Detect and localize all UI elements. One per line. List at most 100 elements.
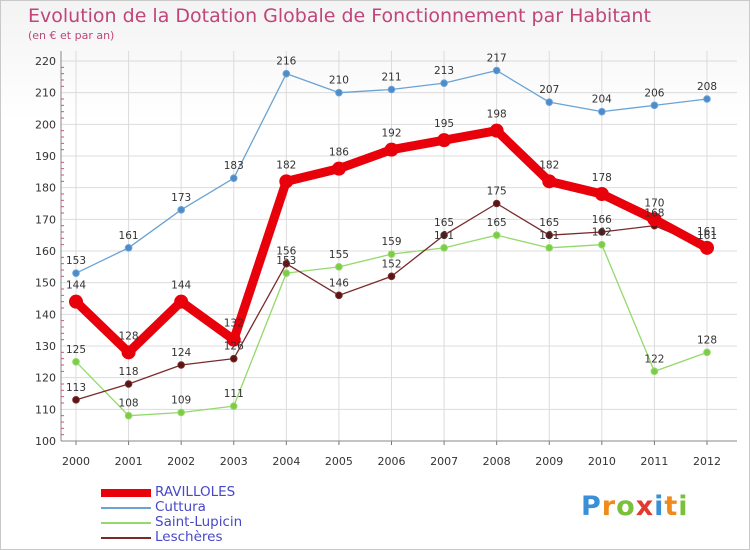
data-label-saint-lupicin: 153	[276, 255, 296, 267]
data-point-ravilloles	[279, 174, 294, 189]
legend-swatch	[101, 489, 151, 497]
data-label-cuttura: 211	[381, 72, 401, 84]
logo-letter: t	[664, 491, 679, 522]
data-label-lescheres: 156	[276, 246, 296, 258]
data-label-cuttura: 206	[644, 87, 664, 99]
data-label-ravilloles: 178	[592, 172, 612, 184]
data-label-cuttura: 217	[487, 53, 507, 65]
data-label-cuttura: 204	[592, 94, 612, 106]
y-tick-label: 150	[35, 277, 56, 290]
data-label-saint-lupicin: 122	[644, 353, 664, 365]
data-point-lescheres	[492, 199, 501, 208]
data-label-saint-lupicin: 159	[381, 236, 401, 248]
y-tick-label: 210	[35, 87, 56, 100]
data-point-saint-lupicin	[703, 348, 711, 357]
x-tick-label: 2011	[640, 455, 668, 468]
data-label-cuttura: 207	[539, 84, 559, 96]
data-point-ravilloles	[542, 174, 557, 189]
data-label-saint-lupicin: 162	[592, 227, 612, 239]
y-tick-label: 160	[35, 245, 56, 258]
y-tick-label: 220	[35, 55, 56, 68]
legend-label: Leschères	[155, 529, 223, 545]
data-point-saint-lupicin	[72, 358, 80, 366]
data-point-lescheres	[72, 396, 80, 404]
data-point-lescheres	[545, 231, 554, 239]
data-label-cuttura: 183	[224, 160, 244, 172]
data-label-saint-lupicin: 108	[119, 398, 139, 410]
data-point-lescheres	[124, 380, 133, 388]
data-point-ravilloles	[489, 123, 504, 138]
grid	[61, 51, 737, 442]
data-point-cuttura	[650, 101, 659, 110]
data-label-cuttura: 216	[276, 56, 296, 68]
data-label-lescheres: 165	[539, 217, 559, 229]
y-tick-label: 120	[35, 372, 56, 385]
data-label-lescheres: 165	[434, 217, 454, 229]
data-point-lescheres	[229, 354, 238, 363]
data-label-saint-lupicin: 161	[434, 230, 454, 242]
chart-subtitle: (en € et par an)	[28, 29, 115, 42]
data-label-ravilloles: 198	[487, 109, 507, 121]
data-label-ravilloles: 182	[539, 159, 559, 171]
x-tick-label: 2009	[535, 455, 563, 468]
data-point-ravilloles	[226, 332, 241, 347]
data-point-cuttura	[492, 66, 501, 75]
data-label-ravilloles: 144	[171, 280, 191, 292]
data-label-lescheres: 126	[224, 341, 244, 353]
data-label-lescheres: 113	[66, 382, 86, 394]
y-tick-label: 130	[35, 340, 56, 353]
y-tick-label: 200	[35, 118, 56, 131]
x-tick-label: 2005	[325, 455, 353, 468]
x-tick-label: 2003	[220, 455, 248, 468]
data-label-lescheres: 175	[487, 186, 507, 198]
data-label-lescheres: 146	[329, 277, 349, 289]
data-point-cuttura	[124, 244, 133, 252]
legend-label: Saint-Lupicin	[155, 514, 243, 530]
data-point-saint-lupicin	[492, 231, 501, 239]
data-label-saint-lupicin: 109	[171, 395, 191, 407]
x-tick-label: 2004	[272, 455, 300, 468]
legend-swatch	[101, 522, 151, 524]
data-point-ravilloles	[69, 294, 83, 309]
data-point-lescheres	[282, 259, 291, 268]
data-label-ravilloles: 192	[381, 128, 401, 140]
data-label-ravilloles: 132	[224, 318, 244, 330]
data-point-cuttura	[229, 174, 238, 182]
logo-letter: x	[635, 491, 655, 522]
data-label-saint-lupicin: 161	[539, 230, 559, 242]
data-label-cuttura: 173	[171, 192, 191, 204]
data-label-cuttura: 208	[697, 81, 717, 93]
x-tick-label: 2006	[378, 455, 406, 468]
y-tick-label: 140	[35, 308, 56, 321]
data-point-ravilloles	[331, 161, 346, 176]
data-label-saint-lupicin: 155	[329, 249, 349, 261]
data-point-cuttura	[335, 88, 343, 97]
data-label-ravilloles: 128	[119, 330, 139, 342]
data-point-saint-lupicin	[598, 240, 606, 249]
data-point-cuttura	[598, 107, 606, 116]
data-label-ravilloles: 170	[644, 197, 664, 209]
data-point-cuttura	[282, 69, 291, 78]
y-tick-label: 170	[35, 213, 56, 226]
data-point-saint-lupicin	[650, 367, 659, 376]
data-point-ravilloles	[437, 133, 452, 148]
data-point-lescheres	[177, 361, 185, 369]
legend-label: RAVILLOLES	[155, 484, 236, 500]
data-label-ravilloles: 182	[276, 159, 296, 171]
y-tick-label: 100	[35, 435, 56, 448]
x-tick-label: 2002	[167, 455, 195, 468]
data-point-lescheres	[440, 231, 448, 239]
data-point-saint-lupicin	[545, 244, 554, 252]
data-labels: 153 161 173 183 216 210 211 213 217 207 204 206 208 1…	[66, 53, 717, 410]
data-label-ravilloles: 161	[697, 226, 717, 238]
line-chart: 100 110 120 130 140 150 160 170 180 190 200 210 220 2…	[35, 51, 737, 468]
data-label-ravilloles: 186	[329, 147, 349, 159]
data-point-saint-lupicin	[387, 250, 396, 258]
data-label-lescheres: 124	[171, 347, 191, 359]
series	[69, 66, 714, 420]
data-label-lescheres: 152	[381, 258, 401, 270]
data-point-cuttura	[703, 95, 711, 103]
x-tick-label: 2000	[62, 455, 90, 468]
data-label-saint-lupicin: 128	[697, 334, 717, 346]
